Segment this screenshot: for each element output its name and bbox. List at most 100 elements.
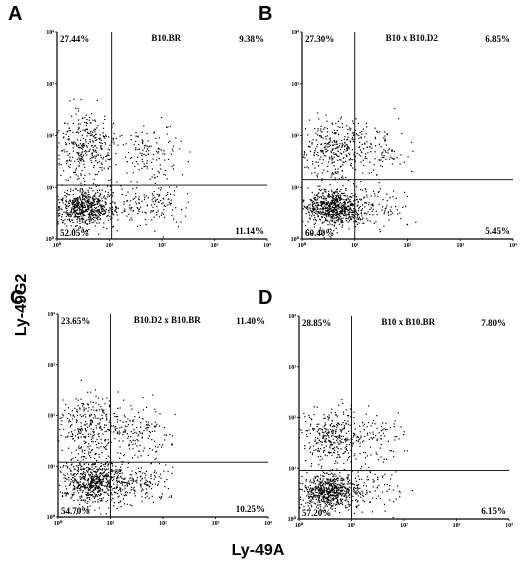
scatter-point — [328, 488, 330, 490]
scatter-point — [140, 206, 142, 208]
scatter-point — [124, 416, 126, 418]
scatter-point — [334, 479, 336, 481]
scatter-point — [100, 478, 102, 480]
scatter-point — [93, 198, 95, 200]
scatter-point — [94, 471, 96, 473]
scatter-point — [59, 491, 61, 493]
scatter-point — [137, 163, 139, 165]
scatter-point — [90, 484, 92, 486]
scatter-point — [77, 213, 79, 215]
scatter-point — [83, 206, 85, 208]
scatter-point — [346, 483, 348, 485]
scatter-point — [107, 455, 109, 457]
scatter-point — [92, 146, 94, 148]
scatter-point — [329, 213, 331, 215]
scatter-point — [115, 480, 118, 482]
scatter-point — [307, 490, 309, 493]
scatter-point — [100, 211, 102, 213]
scatter-point — [62, 137, 65, 139]
scatter-point — [80, 500, 82, 502]
scatter-point — [106, 216, 108, 218]
scatter-point — [391, 474, 393, 476]
scatter-point — [343, 485, 345, 488]
scatter-point — [106, 418, 108, 420]
scatter-point — [131, 470, 133, 472]
scatter-point — [89, 481, 92, 483]
scatter-point — [335, 190, 337, 192]
scatter-point — [107, 215, 109, 217]
scatter-point — [303, 151, 305, 153]
scatter-point — [328, 193, 330, 195]
scatter-point — [313, 152, 316, 154]
scatter-point — [323, 483, 325, 485]
scatter-point — [325, 487, 327, 489]
scatter-point — [120, 475, 122, 477]
scatter-point — [90, 130, 92, 132]
scatter-point — [79, 464, 81, 466]
scatter-point — [98, 211, 101, 213]
scatter-point — [364, 493, 366, 496]
scatter-point — [68, 447, 70, 449]
scatter-point — [124, 481, 126, 484]
scatter-point — [65, 201, 68, 203]
scatter-point — [361, 441, 364, 443]
scatter-point — [390, 206, 392, 208]
scatter-point — [323, 501, 325, 503]
scatter-point — [360, 136, 362, 138]
scatter-point — [90, 422, 92, 424]
scatter-point — [362, 492, 364, 494]
scatter-point — [108, 159, 111, 161]
scatter-point — [374, 193, 376, 195]
scatter-point — [77, 499, 79, 501]
scatter-point — [312, 204, 314, 206]
scatter-point — [320, 156, 322, 158]
scatter-point — [88, 119, 90, 121]
x-tick-label: 10² — [400, 523, 408, 529]
scatter-point — [99, 134, 101, 136]
scatter-point — [90, 208, 92, 210]
scatter-point — [129, 492, 131, 494]
scatter-point — [324, 500, 326, 503]
scatter-point — [321, 216, 323, 218]
scatter-point — [74, 216, 76, 218]
scatter-point — [170, 495, 172, 497]
scatter-point — [99, 477, 101, 479]
scatter-point — [331, 131, 333, 133]
scatter-point — [89, 401, 92, 403]
scatter-point — [78, 157, 80, 159]
scatter-point — [116, 486, 118, 488]
scatter-point — [88, 187, 90, 189]
scatter-point — [357, 500, 359, 502]
scatter-point — [92, 190, 94, 192]
scatter-point — [365, 133, 367, 135]
scatter-point — [75, 107, 77, 109]
scatter-point — [98, 423, 100, 425]
scatter-point — [354, 493, 356, 495]
scatter-point — [60, 208, 62, 210]
scatter-point — [333, 452, 336, 454]
scatter-point — [95, 453, 97, 455]
scatter-point — [127, 437, 129, 439]
scatter-point — [320, 474, 322, 476]
scatter-point — [84, 486, 86, 488]
scatter-point — [322, 471, 325, 473]
scatter-point — [88, 435, 90, 438]
scatter-point — [393, 426, 395, 428]
scatter-point — [90, 494, 92, 496]
scatter-points — [57, 379, 176, 515]
scatter-point — [83, 177, 85, 179]
scatter-point — [341, 423, 343, 426]
scatter-point — [84, 499, 86, 501]
scatter-point — [107, 428, 109, 431]
scatter-point — [91, 482, 93, 484]
scatter-point — [97, 125, 99, 127]
scatter-point — [327, 208, 329, 210]
scatter-point — [80, 379, 82, 381]
scatter-point — [81, 213, 83, 215]
scatter-point — [335, 205, 337, 207]
scatter-point — [311, 492, 313, 494]
scatter-point — [345, 497, 347, 499]
scatter-point — [325, 198, 327, 200]
scatter-point — [310, 423, 312, 425]
scatter-point — [339, 487, 341, 489]
